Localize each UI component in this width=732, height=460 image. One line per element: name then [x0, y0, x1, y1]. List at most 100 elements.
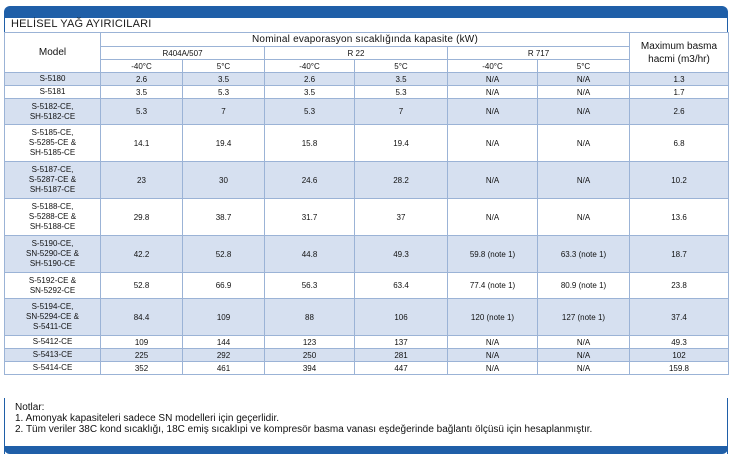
model-line: S-5287-CE & [28, 175, 77, 184]
capacity-cell: 447 [354, 361, 448, 375]
capacity-cell: N/A [447, 85, 538, 99]
capacity-cell: N/A [447, 98, 538, 125]
header-refrigerant: R 22 [264, 46, 448, 60]
max-discharge-cell: 159.8 [629, 361, 729, 375]
max-discharge-cell: 37.4 [629, 298, 729, 336]
header-temperature: 5°C [537, 59, 630, 73]
header-temperature: -40°C [264, 59, 355, 73]
model-line: S-5414-CE [32, 363, 73, 372]
capacity-cell: 56.3 [264, 272, 355, 299]
capacity-cell: N/A [537, 348, 630, 362]
page-title: HELİSEL YAĞ AYIRICILARI [11, 18, 152, 30]
capacity-cell: N/A [447, 161, 538, 199]
table-row: S-5192-CE & SN-5292-CE 52.8 66.9 56.3 63.4 77.… [4, 272, 729, 299]
table-row: S-5187-CE, S-5287-CE & SH-5187-CE 23 30 24.6 2… [4, 161, 729, 199]
model-cell: S-5412-CE [4, 335, 101, 349]
capacity-cell: 3.5 [182, 72, 265, 86]
capacity-cell: 66.9 [182, 272, 265, 299]
model-cell: S-5194-CE, SN-5294-CE & S-5411-CE [4, 298, 101, 336]
capacity-cell: 14.1 [100, 124, 183, 162]
capacity-cell: N/A [537, 72, 630, 86]
model-cell: S-5192-CE & SN-5292-CE [4, 272, 101, 299]
table-row: S-5412-CE 109 144 123 137 N/A N/A 49.3 [4, 335, 729, 349]
capacity-cell: 109 [182, 298, 265, 336]
capacity-cell: 63.4 [354, 272, 448, 299]
model-line: SH-5182-CE [29, 111, 76, 121]
model-line: S-5288-CE & [28, 212, 77, 221]
capacity-cell: 120 (note 1) [447, 298, 538, 336]
model-cell: S-5181 [4, 85, 101, 99]
top-accent-bar [4, 6, 728, 18]
note-item: 2. Tüm veriler 38C kond sıcaklığı, 18C e… [15, 424, 593, 435]
header-temperature: -40°C [100, 59, 183, 73]
model-cell: S-5190-CE, SN-5290-CE & SH-5190-CE [4, 235, 101, 273]
model-line: S-5180 [39, 74, 66, 83]
model-line: SN-5292-CE [29, 285, 76, 295]
model-line: S-5181 [39, 87, 66, 96]
capacity-cell: 5.3 [100, 98, 183, 125]
capacity-cell: 7 [182, 98, 265, 125]
data-sheet: HELİSEL YAĞ AYIRICILARI Model Nominal ev… [4, 6, 729, 454]
model-line: SH-5185-CE [29, 148, 76, 157]
capacity-cell: 28.2 [354, 161, 448, 199]
capacity-cell: 19.4 [354, 124, 448, 162]
max-discharge-cell: 10.2 [629, 161, 729, 199]
table-row: S-5188-CE, S-5288-CE & SH-5188-CE 29.8 38.7 3… [4, 198, 729, 236]
header-refrigerant: R404A/507 [100, 46, 265, 60]
model-cell: S-5414-CE [4, 361, 101, 375]
capacity-cell: 52.8 [100, 272, 183, 299]
model-line: SN-5290-CE & [26, 249, 79, 258]
notes-heading: Notlar: [15, 402, 45, 413]
capacity-cell: 106 [354, 298, 448, 336]
header-model: Model [4, 32, 101, 73]
model-cell: S-5180 [4, 72, 101, 86]
bottom-accent-bar [4, 446, 728, 454]
table-row: S-5180 2.6 3.5 2.6 3.5 N/A N/A 1.3 [4, 72, 729, 86]
capacity-cell: 3.5 [354, 72, 448, 86]
capacity-cell: 15.8 [264, 124, 355, 162]
capacity-cell: 144 [182, 335, 265, 349]
capacity-cell: N/A [447, 348, 538, 362]
table-row: S-5182-CE, SH-5182-CE 5.3 7 5.3 7 N/A N/A 2.6 [4, 98, 729, 125]
table-row: S-5190-CE, SN-5290-CE & SH-5190-CE 42.2 52.8… [4, 235, 729, 273]
header-refrigerant: R 717 [447, 46, 630, 60]
capacity-table: Model Nominal evaporasyon sıcaklığında k… [4, 32, 729, 375]
header-max-discharge: Maximum basma hacmi (m3/hr) [629, 32, 729, 73]
table-row: S-5181 3.5 5.3 3.5 5.3 N/A N/A 1.7 [4, 85, 729, 99]
capacity-cell: 225 [100, 348, 183, 362]
capacity-cell: 123 [264, 335, 355, 349]
capacity-cell: 292 [182, 348, 265, 362]
model-line: S-5188-CE, [31, 202, 74, 211]
capacity-cell: 31.7 [264, 198, 355, 236]
model-cell: S-5187-CE, S-5287-CE & SH-5187-CE [4, 161, 101, 199]
model-line: S-5412-CE [32, 337, 73, 346]
capacity-cell: 281 [354, 348, 448, 362]
title-bar: HELİSEL YAĞ AYIRICILARI [4, 18, 728, 32]
notes-section: Notlar: 1. Amonyak kapasiteleri sadece S… [4, 398, 728, 454]
capacity-cell: N/A [447, 72, 538, 86]
capacity-cell: 2.6 [264, 72, 355, 86]
capacity-cell: 29.8 [100, 198, 183, 236]
capacity-cell: 77.4 (note 1) [447, 272, 538, 299]
capacity-cell: 137 [354, 335, 448, 349]
capacity-cell: 88 [264, 298, 355, 336]
capacity-cell: 5.3 [264, 98, 355, 125]
capacity-cell: 59.8 (note 1) [447, 235, 538, 273]
capacity-cell: N/A [447, 124, 538, 162]
capacity-cell: 23 [100, 161, 183, 199]
capacity-cell: 44.8 [264, 235, 355, 273]
capacity-cell: N/A [537, 198, 630, 236]
capacity-cell: N/A [537, 361, 630, 375]
header-temperature: -40°C [447, 59, 538, 73]
max-discharge-cell: 1.7 [629, 85, 729, 99]
capacity-cell: 52.8 [182, 235, 265, 273]
capacity-cell: N/A [537, 124, 630, 162]
model-line: S-5413-CE [32, 350, 73, 359]
capacity-cell: 109 [100, 335, 183, 349]
table-row: S-5185-CE, S-5285-CE & SH-5185-CE 14.1 19.4 1… [4, 124, 729, 162]
capacity-cell: 38.7 [182, 198, 265, 236]
max-discharge-cell: 102 [629, 348, 729, 362]
capacity-cell: 3.5 [264, 85, 355, 99]
model-line: SH-5190-CE [29, 259, 76, 268]
capacity-cell: 19.4 [182, 124, 265, 162]
